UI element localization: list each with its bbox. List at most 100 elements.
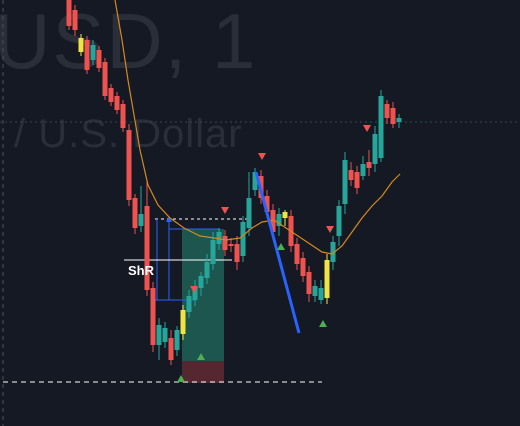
candle[interactable] bbox=[222, 230, 228, 256]
symbol-watermark: USD, 1 bbox=[0, 0, 258, 85]
candle[interactable] bbox=[120, 100, 126, 132]
candle-body bbox=[84, 40, 90, 70]
candle-body bbox=[390, 108, 396, 124]
candlestick-series[interactable] bbox=[66, 0, 402, 365]
sell-signal-arrow-icon bbox=[258, 153, 266, 160]
candle[interactable] bbox=[342, 152, 348, 214]
candle-body bbox=[96, 50, 102, 68]
candle-body bbox=[228, 244, 234, 246]
candle-body bbox=[240, 222, 246, 256]
candle[interactable] bbox=[366, 150, 372, 176]
moving-average-line[interactable] bbox=[114, 0, 401, 255]
blue-trend-line[interactable] bbox=[254, 171, 301, 334]
candle[interactable] bbox=[378, 90, 384, 162]
candle[interactable] bbox=[336, 200, 342, 246]
buy-signal-arrow-icon bbox=[177, 375, 185, 382]
candle[interactable] bbox=[360, 156, 366, 180]
candle[interactable] bbox=[66, 0, 72, 30]
long-position-stop-zone[interactable] bbox=[182, 361, 224, 383]
candle-body bbox=[294, 244, 300, 264]
sell-signal-arrow-icon bbox=[190, 286, 198, 293]
candle-body bbox=[282, 212, 288, 218]
candle[interactable] bbox=[282, 210, 288, 226]
candle[interactable] bbox=[276, 208, 282, 236]
candle-body bbox=[336, 206, 342, 236]
candle[interactable] bbox=[168, 330, 174, 365]
long-position-profit-zone[interactable] bbox=[182, 229, 224, 361]
candle[interactable] bbox=[162, 322, 168, 348]
candle-body bbox=[198, 276, 204, 288]
candle[interactable] bbox=[318, 280, 324, 304]
candle-body bbox=[144, 206, 150, 290]
candle-body bbox=[396, 118, 402, 122]
candle-body bbox=[210, 240, 216, 264]
candle[interactable] bbox=[390, 102, 396, 128]
candle-body bbox=[354, 172, 360, 188]
candle-body bbox=[366, 162, 372, 168]
candle-body bbox=[318, 288, 324, 300]
candle[interactable] bbox=[372, 126, 378, 172]
candle-body bbox=[312, 286, 318, 296]
candle[interactable] bbox=[198, 272, 204, 296]
candle-body bbox=[306, 272, 312, 294]
candle-body bbox=[246, 198, 252, 228]
candle-body bbox=[72, 10, 78, 30]
candle[interactable] bbox=[84, 36, 90, 74]
candle[interactable] bbox=[306, 266, 312, 302]
sell-signal-arrow-icon bbox=[326, 226, 334, 233]
candle-body bbox=[204, 262, 210, 278]
candle[interactable] bbox=[348, 162, 354, 186]
candle[interactable] bbox=[354, 166, 360, 194]
candle[interactable] bbox=[186, 290, 192, 318]
candle-body bbox=[234, 244, 240, 262]
candle[interactable] bbox=[96, 46, 102, 72]
candle-body bbox=[108, 88, 114, 102]
candle-body bbox=[330, 242, 336, 262]
candle-body bbox=[90, 45, 96, 60]
candle-body bbox=[174, 330, 180, 350]
candle[interactable] bbox=[384, 100, 390, 124]
candle-body bbox=[372, 134, 378, 164]
candle[interactable] bbox=[294, 238, 300, 270]
candle[interactable] bbox=[150, 282, 156, 352]
candle[interactable] bbox=[90, 40, 96, 65]
candle-body bbox=[156, 325, 162, 345]
candle[interactable] bbox=[192, 280, 198, 306]
candle[interactable] bbox=[156, 318, 162, 360]
candle-body bbox=[252, 172, 258, 190]
candle-body bbox=[186, 296, 192, 312]
candle[interactable] bbox=[396, 114, 402, 128]
candle[interactable] bbox=[174, 326, 180, 356]
candle[interactable] bbox=[180, 305, 186, 340]
candle[interactable] bbox=[204, 254, 210, 284]
sell-signal-arrow-icon bbox=[221, 207, 229, 214]
candle[interactable] bbox=[72, 5, 78, 36]
candle[interactable] bbox=[114, 92, 120, 114]
candle[interactable] bbox=[132, 194, 138, 234]
candle[interactable] bbox=[102, 58, 108, 100]
candle[interactable] bbox=[138, 186, 144, 232]
candle[interactable] bbox=[126, 124, 132, 206]
candle[interactable] bbox=[246, 172, 252, 236]
candle[interactable] bbox=[312, 280, 318, 302]
candle[interactable] bbox=[324, 254, 330, 304]
candle[interactable] bbox=[240, 216, 246, 262]
candle[interactable] bbox=[144, 180, 150, 296]
candle[interactable] bbox=[228, 238, 234, 252]
candle-body bbox=[138, 214, 144, 226]
candle-body bbox=[168, 338, 174, 360]
candle[interactable] bbox=[300, 252, 306, 282]
candle-body bbox=[264, 196, 270, 212]
candle[interactable] bbox=[78, 34, 84, 56]
candle[interactable] bbox=[108, 84, 114, 106]
candle-body bbox=[360, 164, 366, 176]
candle-body bbox=[216, 232, 222, 244]
candle[interactable] bbox=[234, 236, 240, 270]
candle-body bbox=[300, 258, 306, 276]
candle-body bbox=[78, 38, 84, 52]
candle-body bbox=[384, 104, 390, 118]
candle-body bbox=[66, 0, 72, 26]
shr-label: ShR bbox=[128, 263, 154, 278]
